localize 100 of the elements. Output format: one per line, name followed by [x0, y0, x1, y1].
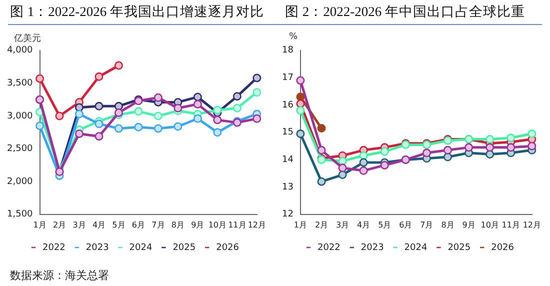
x-tick-label: 4月	[357, 220, 370, 230]
point	[296, 76, 305, 85]
legend-label: 2023	[360, 242, 384, 253]
point	[193, 92, 202, 102]
x-tick-label: 2月	[52, 220, 66, 230]
point	[359, 166, 368, 175]
point	[232, 92, 242, 101]
y-tick-label: 16	[282, 100, 294, 110]
x-tick-label: 11月	[228, 220, 246, 230]
point	[422, 148, 431, 158]
y-tick-label: 13	[282, 182, 294, 192]
point	[114, 124, 123, 133]
point	[134, 122, 143, 132]
point	[252, 114, 262, 123]
point	[154, 93, 162, 102]
legend-label: 2025	[172, 242, 196, 253]
point	[506, 134, 516, 142]
legend-label: 2024	[404, 242, 428, 253]
y-axis-title: 亿美元	[14, 32, 41, 45]
point	[338, 156, 347, 166]
x-tick-label: 1月	[294, 220, 307, 230]
point	[317, 124, 326, 133]
legend-label: 2023	[86, 242, 109, 253]
point	[154, 124, 162, 133]
point	[94, 72, 104, 81]
y-tick-label: 14	[282, 155, 294, 166]
point	[380, 147, 389, 156]
point	[338, 170, 347, 180]
x-tick-label: 10月	[480, 220, 499, 230]
point	[317, 177, 326, 186]
point	[74, 110, 84, 118]
x-tick-label: 9月	[462, 220, 476, 230]
x-tick-label: 5月	[378, 220, 392, 230]
point	[94, 132, 104, 141]
y-tick-label: 3,000	[7, 111, 34, 122]
legend-label: 2022	[317, 242, 340, 253]
point	[359, 158, 368, 167]
point	[506, 143, 516, 152]
x-tick-label: 6月	[132, 220, 146, 230]
x-tick-label: 7月	[152, 220, 165, 230]
y-tick-label: 18	[282, 46, 294, 56]
point	[464, 143, 474, 152]
point	[252, 74, 262, 82]
point	[174, 122, 182, 131]
point	[486, 134, 494, 144]
source-note: 数据来源：海关总署	[10, 268, 109, 283]
x-tick-label: 5月	[112, 220, 126, 230]
point	[94, 102, 104, 110]
chart-title: 图 1：2022-2026 年我国出口增速逐月对比	[10, 3, 264, 21]
point	[486, 150, 494, 159]
point	[317, 146, 326, 154]
point	[36, 74, 44, 83]
y-tick-label: 1,500	[7, 210, 34, 220]
y-axis-title: %	[289, 32, 298, 42]
y-tick-label: 15	[282, 128, 294, 138]
x-tick-label: 10月	[208, 220, 227, 230]
y-tick-label: 17	[282, 73, 294, 84]
y-tick-label: 12	[282, 210, 294, 220]
x-tick-label: 2月	[314, 220, 328, 230]
point	[296, 130, 305, 138]
point	[252, 88, 262, 97]
x-tick-label: 4月	[92, 220, 106, 230]
point	[193, 114, 202, 123]
point	[174, 104, 182, 112]
legend-label: 2025	[448, 242, 471, 253]
point	[486, 143, 494, 152]
point	[443, 146, 452, 154]
point	[443, 152, 452, 162]
point	[213, 116, 222, 124]
point	[296, 106, 305, 115]
point	[232, 104, 242, 112]
x-tick-label: 11月	[502, 220, 520, 230]
x-tick-label: 9月	[191, 220, 204, 230]
x-tick-label: 8月	[171, 220, 184, 230]
y-tick-label: 4,000	[7, 46, 34, 56]
legend-label: 2024	[129, 242, 152, 253]
legend-label: 2026	[216, 242, 240, 253]
legend-label: 2022	[42, 242, 66, 253]
point	[55, 112, 64, 120]
x-tick-label: 8月	[441, 220, 454, 230]
chart-title: 图 2：2022-2026 年中国出口占全球比重	[285, 3, 525, 21]
x-tick-label: 12月	[248, 220, 266, 230]
x-tick-label: 3月	[336, 220, 350, 230]
point	[359, 151, 368, 160]
point	[154, 112, 162, 120]
x-tick-label: 6月	[399, 220, 412, 230]
point	[338, 164, 347, 172]
legend-label: 2026	[491, 242, 514, 253]
point	[74, 103, 84, 112]
y-tick-label: 3,500	[7, 78, 34, 89]
point	[528, 142, 536, 150]
point	[193, 100, 202, 108]
point	[114, 61, 123, 70]
x-tick-label: 12月	[522, 220, 542, 230]
x-tick-label: 7月	[420, 220, 434, 230]
y-tick-label: 2,000	[7, 176, 34, 187]
point	[213, 106, 222, 114]
point	[94, 120, 104, 128]
point	[36, 122, 44, 130]
point	[74, 129, 84, 138]
